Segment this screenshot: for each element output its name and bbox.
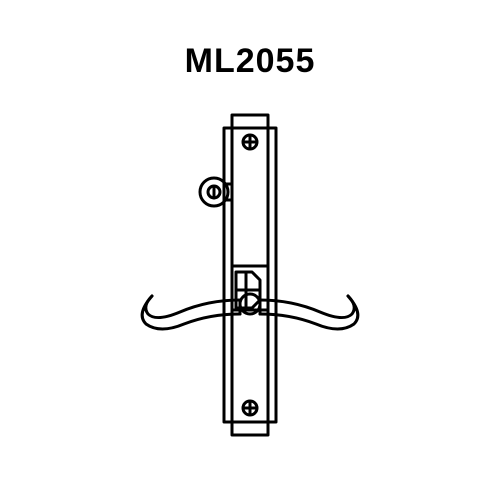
screw-top <box>243 135 257 149</box>
screw-bottom <box>243 401 257 415</box>
key-cylinder <box>200 178 232 206</box>
lock-diagram <box>0 0 500 500</box>
diagram-canvas: ML2055 <box>0 0 500 500</box>
latch-assembly <box>232 266 268 310</box>
